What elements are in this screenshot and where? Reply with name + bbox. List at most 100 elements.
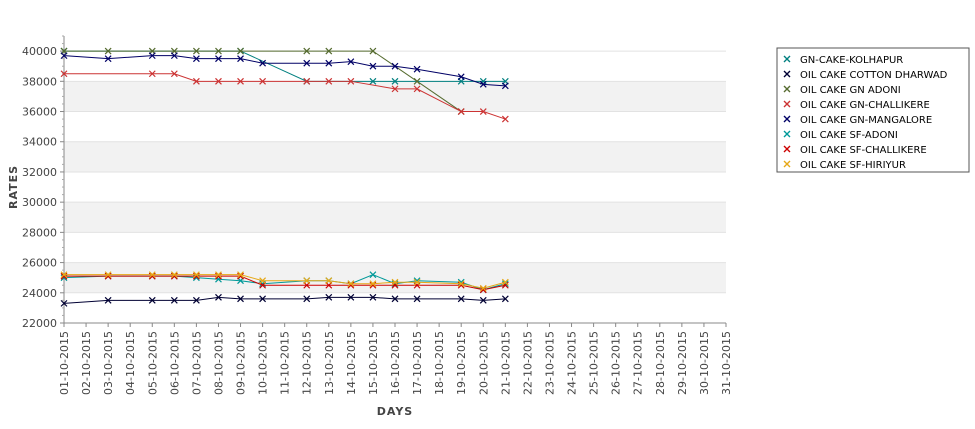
data-point-marker	[347, 280, 355, 288]
x-tick-label: 09-10-2015	[235, 331, 248, 395]
data-point-marker	[391, 281, 399, 289]
data-point-marker	[391, 62, 399, 70]
y-axis-title: RATES	[7, 165, 20, 209]
data-point-marker	[170, 52, 178, 60]
legend-box	[776, 47, 970, 173]
grid-band	[64, 81, 726, 112]
y-tick-label: 32000	[22, 166, 57, 179]
x-tick-label: 23-10-2015	[543, 331, 556, 395]
data-point-marker	[215, 55, 222, 63]
y-tick-label: 26000	[22, 257, 57, 270]
y-tick-label: 36000	[22, 106, 57, 119]
data-point-marker	[501, 115, 509, 123]
data-point-marker	[215, 77, 222, 85]
legend-entry: OIL CAKE SF-ADONI	[800, 130, 898, 141]
data-point-marker	[501, 278, 509, 286]
data-point-marker	[413, 65, 421, 73]
data-point-marker	[104, 271, 112, 279]
data-point-marker	[413, 278, 421, 286]
data-point-marker	[457, 280, 465, 288]
data-point-marker	[192, 296, 200, 304]
data-point-marker	[413, 85, 421, 93]
x-axis-title: DAYS	[377, 405, 413, 418]
data-point-marker	[237, 295, 244, 303]
legend-marker	[783, 100, 791, 108]
y-tick-label: 38000	[22, 75, 57, 88]
data-point-marker	[413, 295, 421, 303]
x-tick-label: 07-10-2015	[190, 331, 203, 395]
data-point-marker	[192, 55, 200, 63]
data-point-marker	[457, 108, 465, 115]
y-tick-label: 22000	[22, 317, 57, 330]
x-tick-label: 15-10-2015	[367, 331, 380, 395]
data-point-marker	[148, 271, 156, 279]
x-tick-label: 03-10-2015	[102, 331, 115, 395]
data-point-marker	[457, 73, 465, 81]
data-point-marker	[457, 295, 465, 303]
data-point-marker	[148, 296, 156, 304]
data-point-marker	[60, 271, 68, 279]
data-point-marker	[325, 47, 333, 55]
data-point-marker	[501, 295, 509, 303]
legend-marker	[783, 70, 791, 78]
series-oil-cake-gn-mangalore	[60, 52, 509, 90]
data-point-marker	[369, 293, 377, 301]
plot-grid-bands	[64, 36, 726, 323]
x-tick-label: 13-10-2015	[323, 331, 336, 395]
grid-band	[64, 141, 726, 172]
data-point-marker	[237, 271, 244, 279]
x-tick-label: 18-10-2015	[433, 331, 446, 395]
x-tick-label: 14-10-2015	[345, 331, 358, 395]
legend-marker	[783, 55, 791, 63]
y-axis-ticks: 22000 24000 26000 28000 30000 32000 34000 36000…	[22, 35, 64, 330]
x-tick-label: 16-10-2015	[389, 331, 402, 395]
legend-entry: OIL CAKE COTTON DHARWAD	[800, 70, 948, 81]
data-point-marker	[479, 296, 487, 304]
data-point-marker	[479, 284, 487, 292]
data-point-marker	[501, 82, 509, 90]
x-tick-label: 19-10-2015	[455, 331, 468, 395]
data-point-marker	[391, 77, 399, 85]
x-tick-label: 12-10-2015	[301, 331, 314, 395]
x-tick-label: 27-10-2015	[632, 331, 645, 395]
x-tick-label: 31-10-2015	[720, 331, 733, 395]
legend: GN-CAKE-KOLHAPUR OIL CAKE COTTON DHARWAD O…	[776, 47, 970, 173]
data-point-marker	[369, 271, 377, 279]
series-line	[64, 50, 462, 112]
data-point-marker	[192, 271, 200, 279]
x-tick-label: 22-10-2015	[521, 331, 534, 395]
data-point-marker	[259, 77, 267, 85]
data-point-marker	[104, 55, 112, 63]
x-tick-label: 06-10-2015	[168, 331, 181, 395]
x-tick-label: 25-10-2015	[588, 331, 601, 395]
x-tick-label: 30-10-2015	[698, 331, 711, 395]
data-point-marker	[369, 77, 377, 85]
data-point-marker	[325, 59, 333, 67]
data-point-marker	[237, 77, 244, 85]
x-tick-label: 11-10-2015	[279, 331, 292, 395]
data-point-marker	[325, 77, 333, 85]
data-point-marker	[170, 271, 178, 279]
x-axis-ticks: 01-10-2015 02-10-2015 03-10-2015 04-10-2015…	[58, 323, 733, 395]
data-point-marker	[104, 296, 112, 304]
x-tick-label: 24-10-2015	[566, 331, 579, 395]
data-point-marker	[104, 47, 112, 55]
y-tick-label: 24000	[22, 287, 57, 300]
data-point-marker	[391, 278, 399, 286]
x-tick-label: 02-10-2015	[80, 331, 93, 395]
legend-marker	[783, 130, 791, 138]
data-point-marker	[215, 47, 222, 55]
x-tick-label: 28-10-2015	[654, 331, 667, 395]
data-point-marker	[303, 59, 311, 67]
data-point-marker	[259, 59, 267, 67]
data-point-marker	[413, 281, 421, 289]
data-series	[60, 47, 509, 307]
data-point-marker	[369, 62, 377, 70]
data-point-marker	[237, 55, 244, 63]
data-point-marker	[391, 85, 399, 93]
series-line	[64, 50, 506, 82]
data-point-marker	[347, 58, 355, 66]
x-tick-label: 17-10-2015	[411, 331, 424, 395]
data-point-marker	[259, 277, 267, 285]
y-tick-label: 34000	[22, 136, 57, 149]
